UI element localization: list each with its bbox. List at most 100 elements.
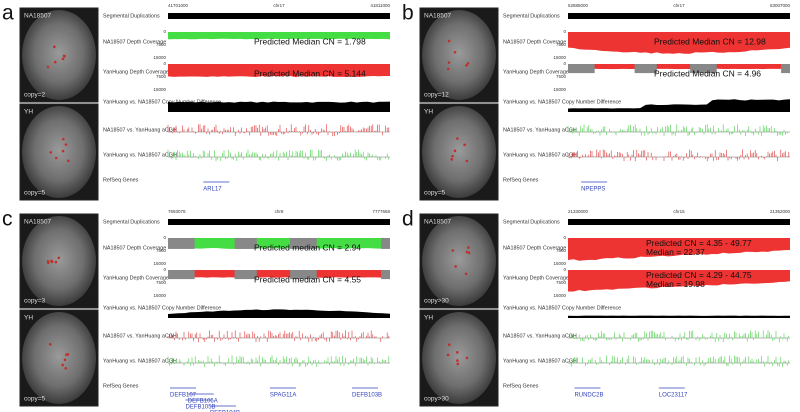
track-label: YanHuang vs. NA18507 aCGH (103, 152, 177, 158)
signal-dot (451, 249, 455, 252)
cn-annotation: Predicted CN = 4.29 - 44.75 (646, 270, 752, 280)
depth-tick: 7500 (556, 42, 567, 47)
signal-dot (456, 137, 459, 140)
cn-annotation: Median = 22.37 (646, 247, 705, 257)
cell-copy: copy=5 (424, 190, 446, 197)
track-label: YanHuang vs. NA18507 Copy Number Differe… (503, 305, 621, 311)
coord-right: 21352000 (770, 209, 791, 214)
cell-image (22, 10, 96, 100)
signal-dot (61, 57, 65, 61)
track-label: RefSeq Genes (503, 383, 539, 389)
depth-tick: 0 (163, 29, 166, 34)
gap-region (381, 270, 390, 280)
track-label: YanHuang vs. NA18507 Copy Number Differe… (503, 99, 621, 105)
signal-dot (46, 260, 50, 263)
depth-tick: 7500 (556, 280, 567, 285)
signal-dot (66, 159, 70, 163)
cell-image (422, 312, 496, 404)
depth-tick: 0 (163, 235, 166, 240)
coord-chr: chr15 (673, 209, 685, 214)
cell-image (422, 216, 496, 306)
cn-annotation: Predicted Median CN = 5.144 (254, 68, 366, 78)
cell-name: NA18507 (424, 219, 451, 226)
depth-coverage (568, 32, 790, 54)
gap-region (381, 238, 390, 249)
cn-annotation: Predicted Median CN = 1.798 (254, 36, 366, 46)
signal-dot (54, 156, 58, 160)
track-label: NA18507 vs. YanHuang aCGH (503, 333, 577, 339)
gene-name: DEFB106A (188, 399, 218, 405)
segdup-bar (568, 219, 790, 225)
depth-coverage (568, 238, 790, 261)
signal-dot (467, 251, 471, 255)
signal-dot (467, 246, 470, 249)
signal-dot (464, 272, 468, 276)
cell-name: NA18507 (424, 13, 451, 20)
signal-dot (451, 154, 454, 158)
depth-tick: 15000 (153, 261, 166, 266)
depth-tick: 15000 (553, 87, 566, 92)
gap-region (168, 270, 195, 280)
signal-dot (63, 358, 67, 362)
signal-dot (447, 343, 451, 347)
gene-name: LOC23117 (659, 393, 688, 399)
cell-name: NA18507 (24, 219, 51, 226)
depth-tick: 0 (163, 267, 166, 272)
track-label: NA18507 Depth Coverage (103, 245, 166, 251)
depth-tick: 15000 (153, 293, 166, 298)
panel: d NA18507 copy>30 YH copy>30 21330000 chr15 213… (402, 208, 791, 407)
coord-right: 53007000 (770, 3, 791, 8)
cn-annotation: Predicted Median CN = 4.96 (654, 68, 761, 78)
track-label: YanHuang vs. NA18507 aCGH (103, 358, 177, 364)
gene-name: ARL17 (203, 187, 222, 193)
track-label: YanHuang Depth Coverage (503, 69, 569, 75)
depth-tick: 7500 (156, 280, 167, 285)
depth-coverage (568, 270, 790, 292)
cn-difference (568, 99, 790, 112)
depth-tick: 15000 (153, 55, 166, 60)
signal-dot (456, 359, 459, 362)
track-label: YanHuang Depth Coverage (103, 275, 169, 281)
depth-tick: 0 (563, 61, 566, 66)
cell-image (422, 10, 496, 100)
gap-region (290, 238, 317, 249)
depth-coverage (168, 238, 390, 249)
track-label: NA18507 Depth Coverage (503, 245, 566, 251)
signal-dot (465, 356, 469, 360)
cell-copy: copy=5 (24, 396, 46, 403)
coord-left: 52885000 (568, 3, 589, 8)
depth-tick: 0 (563, 29, 566, 34)
signal-dot (48, 342, 52, 346)
signal-dot (66, 353, 70, 356)
depth-tick: 0 (563, 235, 566, 240)
coord-right: 41811000 (370, 3, 390, 8)
coord-left: 21330000 (568, 209, 589, 214)
gene-name: DEFB105B (186, 405, 216, 411)
cell-image (422, 106, 496, 198)
track-label: YanHuang vs. NA18507 Copy Number Differe… (103, 305, 221, 311)
cell-name: YH (24, 109, 33, 116)
signal-dot (62, 137, 65, 141)
gap-region (781, 64, 790, 74)
coord-chr: chr8 (275, 209, 284, 214)
cell-copy: copy>30 (424, 298, 449, 305)
track-label: Segmental Duplications (503, 219, 560, 225)
cn-difference (168, 101, 390, 112)
gap-region (568, 64, 595, 74)
signal-dot (49, 151, 53, 154)
gap-region (690, 64, 717, 74)
cell-image (22, 312, 96, 404)
signal-dot (463, 143, 466, 147)
cn-annotation: Predicted CN = 4.35 - 49.77 (646, 238, 752, 248)
cell-image (22, 106, 96, 198)
signal-dot (456, 362, 460, 366)
coord-chr: chr17 (273, 3, 285, 8)
gap-region (234, 270, 257, 280)
cn-annotation: Predicted Median CN = 12.98 (654, 36, 766, 46)
coord-left: 41701000 (168, 3, 189, 8)
cell-image (22, 216, 96, 306)
cn-difference (568, 315, 790, 318)
signal-dot (466, 62, 470, 65)
signal-dot (465, 250, 469, 254)
